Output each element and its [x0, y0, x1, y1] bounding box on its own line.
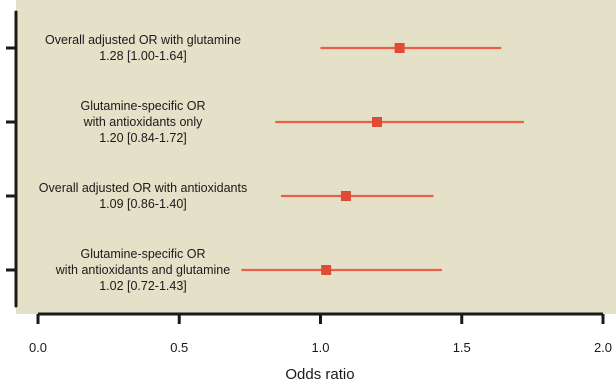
point-estimate-marker — [340, 191, 351, 201]
x-tick-label: 1.0 — [311, 340, 329, 355]
x-axis-ticks: 0.0 0.5 1.0 1.5 2.0 — [29, 314, 612, 355]
row-label-line: with antioxidants and glutamine — [55, 263, 230, 277]
row-label-line: 1.20 [0.84-1.72] — [99, 131, 187, 145]
plot-background — [16, 0, 616, 314]
x-tick-label: 2.0 — [594, 340, 612, 355]
plot-marks: Overall adjusted OR with glutamine 1.28 [… — [6, 33, 524, 293]
point-estimate-marker — [321, 265, 332, 275]
x-tick-label: 0.5 — [170, 340, 188, 355]
x-tick-label: 0.0 — [29, 340, 47, 355]
row-label-line: Glutamine-specific OR — [80, 99, 205, 113]
row-label-line: Glutamine-specific OR — [80, 247, 205, 261]
row-label-line: 1.02 [0.72-1.43] — [99, 279, 187, 293]
x-axis-title: Odds ratio — [285, 366, 354, 383]
row-label-line: 1.28 [1.00-1.64] — [99, 49, 187, 63]
row-label-line: Overall adjusted OR with glutamine — [45, 33, 241, 47]
row-label-line: Overall adjusted OR with antioxidants — [39, 181, 247, 195]
x-tick-label: 1.5 — [453, 340, 471, 355]
point-estimate-marker — [394, 43, 405, 53]
point-estimate-marker — [372, 117, 382, 127]
row-label-line: with antioxidants only — [83, 115, 204, 129]
row-label-line: 1.09 [0.86-1.40] — [99, 197, 187, 211]
